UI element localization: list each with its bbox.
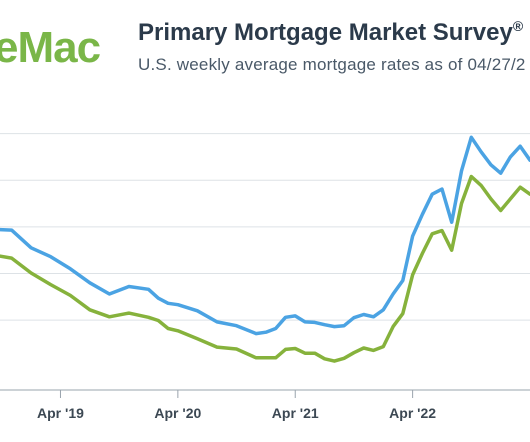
- data-point: [353, 351, 355, 354]
- data-point: [304, 321, 306, 323]
- x-axis-ticks: Apr '19 Apr '20 Apr '21 Apr '22: [37, 390, 436, 421]
- data-point: [431, 233, 434, 235]
- data-point: [69, 294, 72, 297]
- x-tick-label: Apr '20: [154, 405, 201, 421]
- data-point: [30, 272, 32, 274]
- data-point: [255, 357, 257, 359]
- data-point: [333, 325, 336, 328]
- x-tick-label: Apr '19: [37, 405, 84, 421]
- x-tick-label: Apr '22: [389, 405, 436, 421]
- data-point: [265, 331, 267, 334]
- x-tick-label: Apr '21: [272, 405, 319, 421]
- data-point: [284, 316, 287, 319]
- data-point: [499, 209, 502, 212]
- data-point: [216, 346, 218, 348]
- data-point: [196, 310, 199, 312]
- data-point: [216, 321, 218, 323]
- data-point: [519, 186, 521, 188]
- data-point: [421, 252, 424, 255]
- data-point: [255, 332, 257, 335]
- data-point: [411, 235, 414, 237]
- data-point: [265, 357, 267, 359]
- data-point: [49, 255, 52, 258]
- data-point: [402, 279, 404, 282]
- data-point: [30, 247, 32, 249]
- data-point: [314, 352, 316, 355]
- data-point: [147, 316, 150, 319]
- data-point: [108, 316, 111, 318]
- data-point: [177, 330, 179, 332]
- data-point: [421, 213, 424, 216]
- data-point: [147, 288, 150, 291]
- data-point: [509, 198, 512, 200]
- data-point: [235, 324, 238, 327]
- data-point: [333, 360, 336, 362]
- data-point: [294, 315, 297, 317]
- data-point: [519, 145, 521, 147]
- data-point: [470, 175, 473, 178]
- data-point: [89, 282, 91, 284]
- data-point: [323, 323, 326, 326]
- data-point: [89, 309, 91, 311]
- data-point: [460, 170, 463, 172]
- data-point: [284, 348, 287, 351]
- data-point: [108, 293, 111, 295]
- data-point: [450, 221, 453, 223]
- data-point: [343, 324, 345, 327]
- data-point: [470, 136, 473, 139]
- grid-lines: [0, 133, 530, 321]
- data-point: [372, 316, 375, 318]
- data-point: [372, 349, 375, 352]
- data-point: [362, 313, 365, 316]
- chart-subtitle: U.S. weekly average mortgage rates as of…: [138, 55, 526, 74]
- data-point: [157, 297, 160, 300]
- data-point: [499, 172, 502, 174]
- data-point: [509, 156, 512, 158]
- data-point: [196, 337, 199, 340]
- data-point: [69, 268, 72, 270]
- data-point: [490, 164, 492, 166]
- data-point: [274, 357, 277, 359]
- data-point: [128, 312, 130, 314]
- data-point: [441, 229, 443, 232]
- data-point: [411, 274, 414, 276]
- registered-mark: ®: [512, 18, 524, 34]
- data-point: [314, 321, 316, 324]
- data-point: [362, 347, 365, 349]
- data-point: [343, 357, 345, 360]
- data-point: [402, 312, 404, 315]
- data-point: [392, 325, 394, 328]
- data-point: [235, 348, 238, 350]
- data-point: [323, 358, 326, 360]
- data-point: [294, 347, 297, 350]
- data-point: [382, 309, 385, 311]
- data-point: [490, 198, 492, 200]
- data-point: [480, 184, 482, 187]
- data-point: [450, 249, 453, 251]
- data-point: [392, 293, 394, 295]
- data-point: [128, 285, 130, 288]
- data-point: [460, 202, 463, 205]
- series-lines: [0, 135, 530, 363]
- data-point: [167, 302, 169, 305]
- data-point: [353, 316, 355, 319]
- data-point: [382, 345, 385, 348]
- data-point: [10, 229, 13, 231]
- freddie-mac-logo: eMac: [0, 23, 101, 72]
- data-point: [157, 319, 160, 322]
- data-point: [304, 352, 306, 355]
- data-point: [167, 327, 169, 330]
- data-point: [274, 327, 277, 330]
- data-point: [441, 188, 443, 190]
- data-point: [177, 303, 179, 306]
- data-point: [431, 193, 434, 195]
- series-line-15yr: [0, 174, 530, 363]
- data-point: [480, 151, 482, 153]
- series-line-30yr: [0, 135, 530, 336]
- chart-title: Primary Mortgage Market Survey®: [138, 18, 524, 46]
- data-point: [49, 283, 52, 286]
- data-point: [10, 257, 13, 259]
